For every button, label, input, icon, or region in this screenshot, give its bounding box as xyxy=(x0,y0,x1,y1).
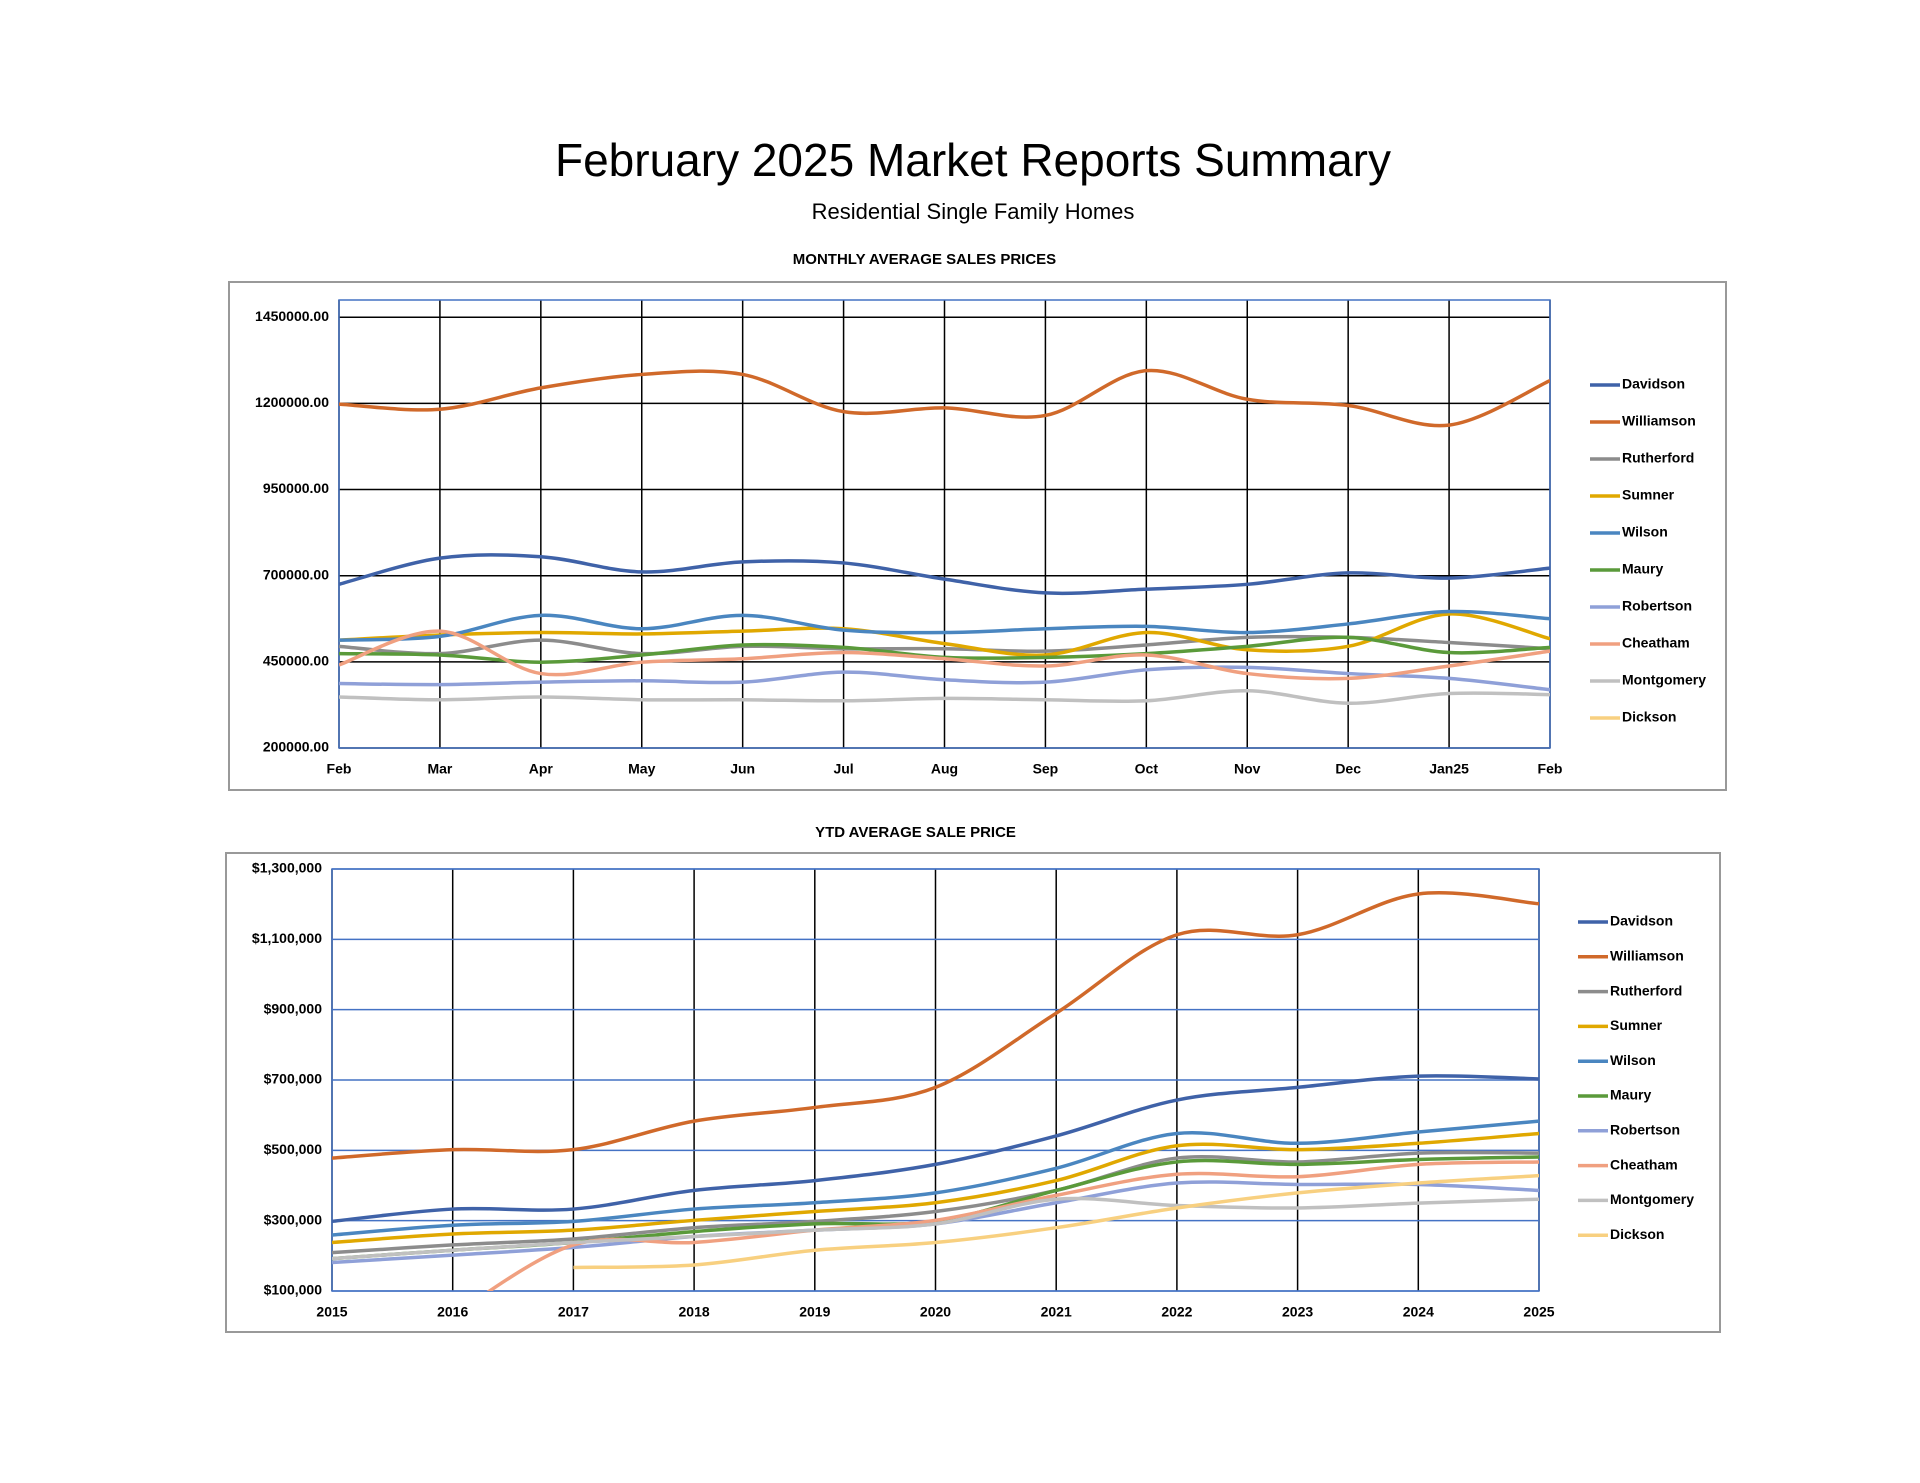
x-tick-label: 2023 xyxy=(1282,1304,1313,1320)
x-tick-label: Feb xyxy=(1538,761,1563,777)
x-tick-label: Dec xyxy=(1335,761,1361,777)
x-tick-label: Apr xyxy=(529,761,554,777)
y-tick-label: 1200000.00 xyxy=(255,394,329,410)
x-tick-label: May xyxy=(628,761,655,777)
y-tick-label: $1,300,000 xyxy=(252,860,322,876)
series-line xyxy=(339,665,1550,692)
legend-label: Wilson xyxy=(1610,1052,1656,1068)
series-line xyxy=(332,1150,1539,1255)
x-tick-label: 2025 xyxy=(1523,1304,1554,1320)
y-tick-label: $500,000 xyxy=(264,1141,323,1157)
x-tick-label: Jan25 xyxy=(1429,761,1469,777)
y-tick-label: $1,100,000 xyxy=(252,930,322,946)
series-line xyxy=(332,1196,1539,1261)
x-tick-label: 2024 xyxy=(1403,1304,1434,1320)
legend-label: Wilson xyxy=(1622,524,1668,540)
plot-border xyxy=(338,299,1551,749)
chart-frame xyxy=(228,281,1727,791)
chart-title: YTD AVERAGE SALE PRICE xyxy=(815,824,1016,841)
legend-label: Sumner xyxy=(1622,487,1675,503)
legend-label: Maury xyxy=(1610,1087,1651,1103)
x-tick-label: Oct xyxy=(1135,761,1159,777)
series-line xyxy=(339,629,1550,681)
legend-label: Robertson xyxy=(1622,598,1692,614)
series-line xyxy=(573,1173,1539,1270)
x-tick-label: 2017 xyxy=(558,1304,589,1320)
x-tick-label: 2018 xyxy=(679,1304,710,1320)
legend-label: Montgomery xyxy=(1622,672,1706,688)
page-subtitle: Residential Single Family Homes xyxy=(812,199,1135,224)
series-line xyxy=(339,612,1550,657)
x-tick-label: Nov xyxy=(1234,761,1261,777)
legend-label: Williamson xyxy=(1622,413,1696,429)
x-tick-label: Mar xyxy=(427,761,452,777)
y-tick-label: 450000.00 xyxy=(263,653,329,669)
series-line xyxy=(332,1119,1539,1237)
series-line xyxy=(339,689,1550,705)
series-line xyxy=(332,1131,1539,1245)
x-tick-label: 2020 xyxy=(920,1304,951,1320)
y-tick-label: $700,000 xyxy=(264,1071,323,1087)
legend-label: Maury xyxy=(1622,561,1663,577)
y-tick-label: 1450000.00 xyxy=(255,308,329,324)
legend-label: Rutherford xyxy=(1622,450,1694,466)
x-tick-label: Aug xyxy=(931,761,958,777)
plot-border xyxy=(331,868,1540,1292)
legend-label: Cheatham xyxy=(1610,1156,1678,1172)
legend-label: Montgomery xyxy=(1610,1191,1694,1207)
x-tick-label: Jul xyxy=(833,761,853,777)
x-tick-label: 2021 xyxy=(1041,1304,1072,1320)
x-tick-label: Sep xyxy=(1033,761,1059,777)
series-line xyxy=(339,553,1550,596)
x-tick-label: 2016 xyxy=(437,1304,468,1320)
series-line xyxy=(332,891,1539,1160)
legend-label: Dickson xyxy=(1610,1226,1664,1242)
legend-label: Davidson xyxy=(1622,376,1685,392)
legend-label: Dickson xyxy=(1622,709,1676,725)
x-tick-label: 2022 xyxy=(1161,1304,1192,1320)
page-title: February 2025 Market Reports Summary xyxy=(555,134,1391,186)
chart-title: MONTHLY AVERAGE SALES PRICES xyxy=(793,251,1056,268)
x-tick-label: Feb xyxy=(327,761,352,777)
legend-label: Williamson xyxy=(1610,948,1684,964)
y-tick-label: $300,000 xyxy=(264,1211,323,1227)
y-tick-label: 700000.00 xyxy=(263,566,329,582)
y-tick-label: 200000.00 xyxy=(263,739,329,755)
legend-label: Sumner xyxy=(1610,1017,1663,1033)
series-line xyxy=(332,1074,1539,1224)
legend-label: Cheatham xyxy=(1622,635,1690,651)
x-tick-label: 2015 xyxy=(316,1304,347,1320)
y-tick-label: 950000.00 xyxy=(263,480,329,496)
series-line xyxy=(339,368,1550,428)
legend-label: Robertson xyxy=(1610,1122,1680,1138)
legend-label: Rutherford xyxy=(1610,982,1682,998)
series-line xyxy=(339,609,1550,642)
x-tick-label: 2019 xyxy=(799,1304,830,1320)
chart-frame xyxy=(225,852,1721,1333)
x-tick-label: Jun xyxy=(730,761,755,777)
y-tick-label: $900,000 xyxy=(264,1000,323,1016)
legend-label: Davidson xyxy=(1610,913,1673,929)
y-tick-label: $100,000 xyxy=(264,1282,323,1298)
